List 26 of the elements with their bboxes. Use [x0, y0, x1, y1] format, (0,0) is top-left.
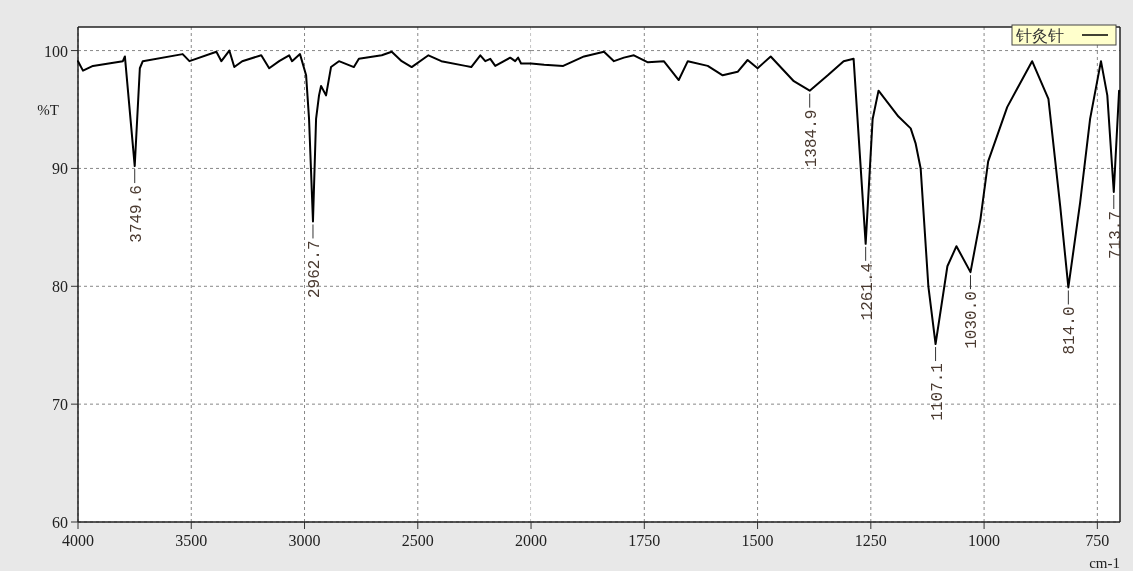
legend-label: 针灸针 [1015, 27, 1064, 44]
y-tick-label: 70 [52, 396, 68, 414]
y-tick-label: 80 [52, 278, 68, 296]
annotation: 1261.4 [858, 262, 877, 321]
annotation: 3749.6 [127, 185, 146, 243]
x-axis-title: cm-1 [1089, 555, 1120, 571]
x-tick-label: 3500 [175, 532, 208, 549]
x-tick-label: 1250 [854, 532, 887, 549]
y-tick-label: 90 [52, 160, 68, 178]
x-tick-label: 2500 [401, 532, 434, 549]
y-axis-title: %T [37, 101, 59, 118]
y-tick-label: 100 [44, 42, 68, 60]
x-tick-label: 1500 [741, 532, 774, 549]
x-tick-label: 4000 [62, 532, 94, 549]
annotation: 1107.1 [928, 363, 947, 421]
annotation: 814.0 [1061, 306, 1080, 355]
annotation: 1030.0 [963, 291, 982, 349]
annotation: 1384.9 [802, 109, 821, 168]
x-tick-label: 750 [1085, 532, 1110, 549]
x-tick-label: 1000 [968, 532, 1001, 549]
y-tick-label: 60 [52, 514, 68, 531]
annotation: 713.7 [1106, 211, 1125, 260]
x-tick-label: 3000 [288, 532, 321, 549]
x-tick-label: 2000 [515, 532, 548, 549]
x-tick-label: 1750 [628, 532, 661, 549]
annotation: 2962.7 [305, 240, 324, 299]
